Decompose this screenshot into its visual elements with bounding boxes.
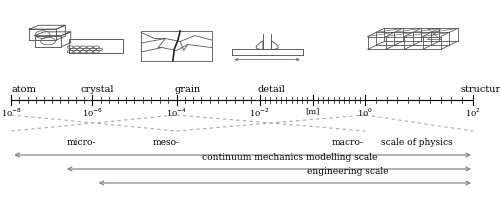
Text: continuum mechanics modelling scale: continuum mechanics modelling scale [202, 153, 377, 162]
Text: [m]: [m] [306, 107, 320, 115]
Text: 10$^{-6}$: 10$^{-6}$ [82, 107, 102, 119]
Text: atom: atom [12, 85, 36, 94]
Text: meso-: meso- [153, 139, 180, 147]
Text: grain: grain [174, 85, 200, 94]
Text: micro-: micro- [66, 139, 96, 147]
Text: 10$^{-8}$: 10$^{-8}$ [1, 107, 22, 119]
Text: detail: detail [258, 85, 285, 94]
Text: engineering scale: engineering scale [307, 167, 389, 176]
Text: structure: structure [460, 85, 500, 94]
Text: 10$^{-4}$: 10$^{-4}$ [166, 107, 187, 119]
Text: crystal: crystal [81, 85, 114, 94]
Text: 10$^{-2}$: 10$^{-2}$ [250, 107, 270, 119]
Text: scale of physics: scale of physics [380, 139, 452, 147]
Text: 10$^{2}$: 10$^{2}$ [465, 107, 481, 119]
Text: macro-: macro- [332, 139, 364, 147]
Text: 10$^{0}$: 10$^{0}$ [357, 107, 373, 119]
